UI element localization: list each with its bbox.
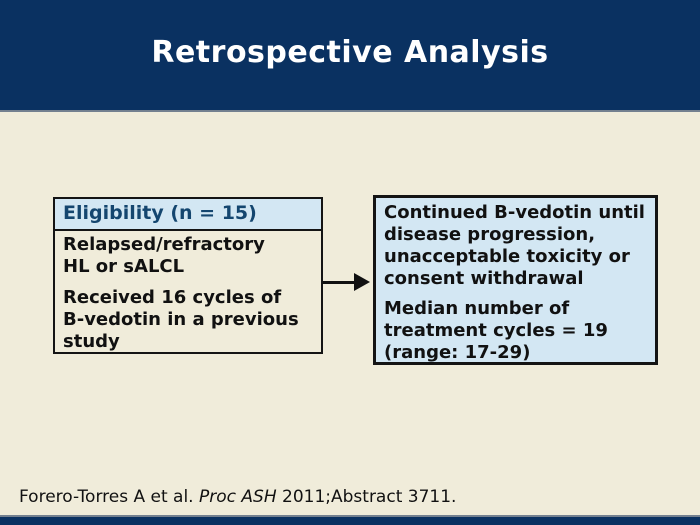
- flow-arrow-line: [322, 281, 358, 284]
- eligibility-box: Eligibility (n = 15) Relapsed/refractory…: [53, 197, 323, 354]
- eligibility-box-header: Eligibility (n = 15): [55, 199, 321, 231]
- footer-separator-line: [0, 515, 700, 517]
- citation-details: 2011;Abstract 3711.: [276, 487, 457, 507]
- eligibility-box-body: Relapsed/refractory HL or sALCL Received…: [55, 231, 321, 356]
- flow-arrow-head-icon: [354, 273, 370, 291]
- treatment-item: Median number of treatment cycles = 19 (…: [384, 298, 608, 363]
- slide-title: Retrospective Analysis: [151, 35, 549, 70]
- header-separator-line: [0, 110, 700, 112]
- citation: Forero-Torres A et al. Proc ASH 2011;Abs…: [19, 487, 456, 508]
- treatment-box: Continued B-vedotin until disease progre…: [373, 195, 658, 365]
- eligibility-item: Received 16 cycles of B-vedotin in a pre…: [63, 287, 299, 352]
- treatment-item: Continued B-vedotin until disease progre…: [384, 202, 645, 289]
- citation-source: Proc ASH: [199, 487, 277, 507]
- header-bar: [0, 0, 700, 110]
- citation-authors: Forero-Torres A et al.: [19, 487, 199, 507]
- footer-bar: [0, 517, 700, 525]
- eligibility-item: Relapsed/refractory HL or sALCL: [63, 234, 265, 277]
